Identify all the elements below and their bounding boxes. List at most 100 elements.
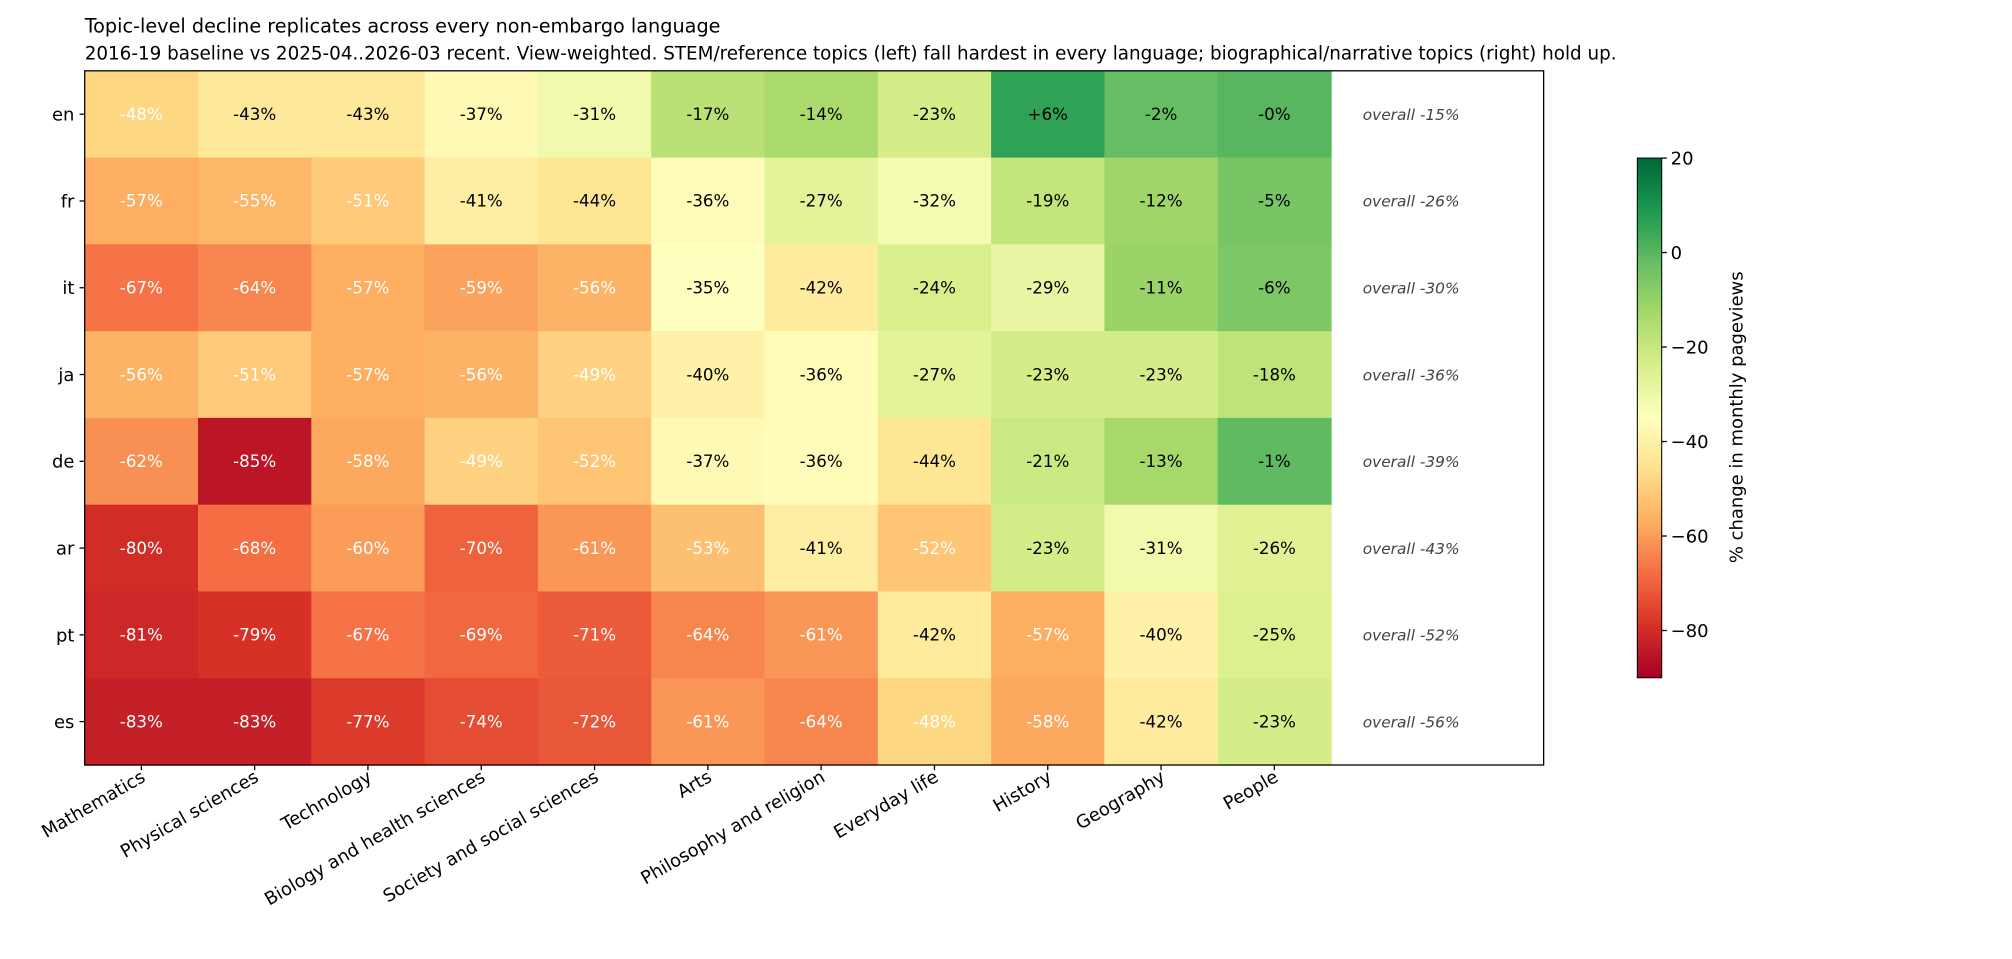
heatmap-cell bbox=[1104, 157, 1219, 246]
cell-label: -2% bbox=[1145, 105, 1177, 124]
heatmap-cell bbox=[197, 70, 312, 159]
x-tick-label: History bbox=[990, 766, 1056, 816]
cell-label: -71% bbox=[573, 626, 616, 645]
chart-title: Topic-level decline replicates across ev… bbox=[84, 14, 721, 37]
cell-label: -1% bbox=[1258, 452, 1290, 471]
heatmap-cell bbox=[651, 504, 766, 593]
x-tick-label: Arts bbox=[674, 767, 716, 803]
cell-label: -23% bbox=[1253, 712, 1296, 731]
heatmap-cells: -48% -43% -43% -37% -31% -17% -14% -23% +6% -2% -0… bbox=[84, 70, 1460, 766]
heatmap-cell bbox=[1217, 331, 1332, 419]
colorbar-label: % change in monthly pageviews bbox=[1727, 271, 1748, 563]
heatmap-cell bbox=[424, 157, 539, 246]
heatmap-cell bbox=[991, 331, 1106, 419]
heatmap-cell bbox=[991, 157, 1106, 246]
x-tick-label: Philosophy and religion bbox=[637, 767, 828, 890]
heatmap-cell bbox=[537, 591, 652, 679]
heatmap-cell bbox=[197, 678, 312, 766]
row-overall-annotation: overall -52% bbox=[1363, 627, 1460, 645]
y-axis: en fr it ja de ar pt es bbox=[52, 105, 85, 733]
heatmap-cell bbox=[764, 678, 879, 766]
x-tick-label: Society and social sciences bbox=[380, 767, 603, 908]
colorbar-tick-label: 0 bbox=[1671, 243, 1682, 264]
heatmap-cell bbox=[1217, 244, 1332, 332]
cell-label: -36% bbox=[800, 452, 843, 471]
cell-label: -57% bbox=[1026, 626, 1069, 645]
heatmap-cell bbox=[991, 678, 1106, 766]
cell-label: -43% bbox=[346, 105, 389, 124]
heatmap-cell bbox=[424, 70, 539, 159]
cell-label: -57% bbox=[346, 279, 389, 298]
heatmap-cell bbox=[1217, 504, 1332, 593]
heatmap-cell bbox=[537, 70, 652, 159]
heatmap-cell bbox=[877, 417, 992, 506]
heatmap-cell bbox=[1217, 70, 1332, 159]
heatmap-cell bbox=[537, 244, 652, 332]
row-overall-annotation: overall -26% bbox=[1363, 193, 1460, 211]
cell-label: -44% bbox=[573, 192, 616, 211]
heatmap-cell bbox=[424, 244, 539, 332]
heatmap-cell bbox=[764, 70, 879, 159]
heatmap-cell bbox=[84, 417, 199, 506]
y-tick-label: fr bbox=[61, 191, 75, 212]
x-tick-label: Biology and health sciences bbox=[261, 767, 489, 911]
cell-label: -21% bbox=[1026, 452, 1069, 471]
heatmap-cell bbox=[991, 504, 1106, 593]
heatmap-cell bbox=[877, 70, 992, 159]
cell-label: -72% bbox=[573, 712, 616, 731]
cell-label: -23% bbox=[1026, 539, 1069, 558]
heatmap-cell bbox=[651, 70, 766, 159]
cell-label: -17% bbox=[686, 105, 729, 124]
row-overall-annotation: overall -43% bbox=[1363, 540, 1460, 558]
heatmap-cell bbox=[537, 157, 652, 246]
heatmap-cell bbox=[84, 504, 199, 593]
heatmap-cell bbox=[424, 504, 539, 593]
heatmap-cell bbox=[1217, 157, 1332, 246]
cell-label: -81% bbox=[120, 626, 163, 645]
heatmap-cell bbox=[1217, 591, 1332, 679]
cell-label: -37% bbox=[460, 105, 503, 124]
heatmap-cell bbox=[877, 504, 992, 593]
y-tick-label: es bbox=[54, 712, 74, 733]
heatmap-cell bbox=[197, 417, 312, 506]
colorbar-gradient bbox=[1636, 157, 1663, 679]
y-tick-label: ja bbox=[57, 365, 74, 386]
heatmap-cell bbox=[877, 331, 992, 419]
cell-label: -61% bbox=[686, 712, 729, 731]
heatmap-cell bbox=[84, 678, 199, 766]
x-tick-label: Mathematics bbox=[38, 767, 149, 843]
plot-frame bbox=[84, 70, 1545, 766]
cell-label: -61% bbox=[573, 539, 616, 558]
heatmap-cell bbox=[651, 331, 766, 419]
cell-label: -59% bbox=[460, 279, 503, 298]
heatmap-cell bbox=[84, 591, 199, 679]
heatmap-cell bbox=[84, 157, 199, 246]
cell-label: -43% bbox=[233, 105, 276, 124]
cell-label: -56% bbox=[573, 279, 616, 298]
x-tick-label: Technology bbox=[277, 766, 376, 835]
cell-label: -64% bbox=[800, 712, 843, 731]
heatmap-cell bbox=[1104, 70, 1219, 159]
cell-label: -83% bbox=[120, 712, 163, 731]
y-tick-label: pt bbox=[56, 625, 74, 646]
cell-label: -35% bbox=[686, 279, 729, 298]
cell-label: -6% bbox=[1258, 279, 1290, 298]
cell-label: -79% bbox=[233, 626, 276, 645]
heatmap-cell bbox=[877, 157, 992, 246]
cell-label: -60% bbox=[346, 539, 389, 558]
heatmap-cell bbox=[764, 417, 879, 506]
heatmap-cell bbox=[311, 331, 426, 419]
cell-label: -40% bbox=[686, 365, 729, 384]
cell-label: -80% bbox=[120, 539, 163, 558]
colorbar-tick-label: −20 bbox=[1671, 337, 1709, 358]
row-overall-annotation: overall -56% bbox=[1363, 713, 1460, 731]
heatmap-cell bbox=[197, 331, 312, 419]
cell-label: -61% bbox=[800, 626, 843, 645]
cell-label: -77% bbox=[346, 712, 389, 731]
colorbar-tick-label: −60 bbox=[1671, 526, 1709, 547]
heatmap-cell bbox=[537, 331, 652, 419]
cell-label: -51% bbox=[346, 192, 389, 211]
cell-label: -51% bbox=[233, 365, 276, 384]
colorbar: % change in monthly pageviews 20 0 −20 −40 −… bbox=[1636, 148, 1748, 679]
cell-label: -24% bbox=[913, 279, 956, 298]
